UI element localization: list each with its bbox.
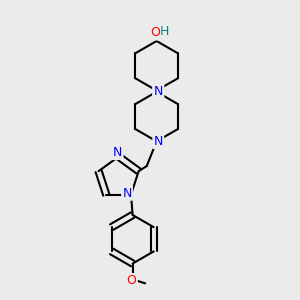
Text: N: N <box>154 135 163 148</box>
Text: N: N <box>154 84 163 97</box>
Text: N: N <box>122 187 132 200</box>
Text: H: H <box>160 25 170 38</box>
Text: N: N <box>154 85 163 98</box>
Text: N: N <box>113 146 122 159</box>
Text: O: O <box>150 26 160 39</box>
Text: O: O <box>127 274 136 287</box>
